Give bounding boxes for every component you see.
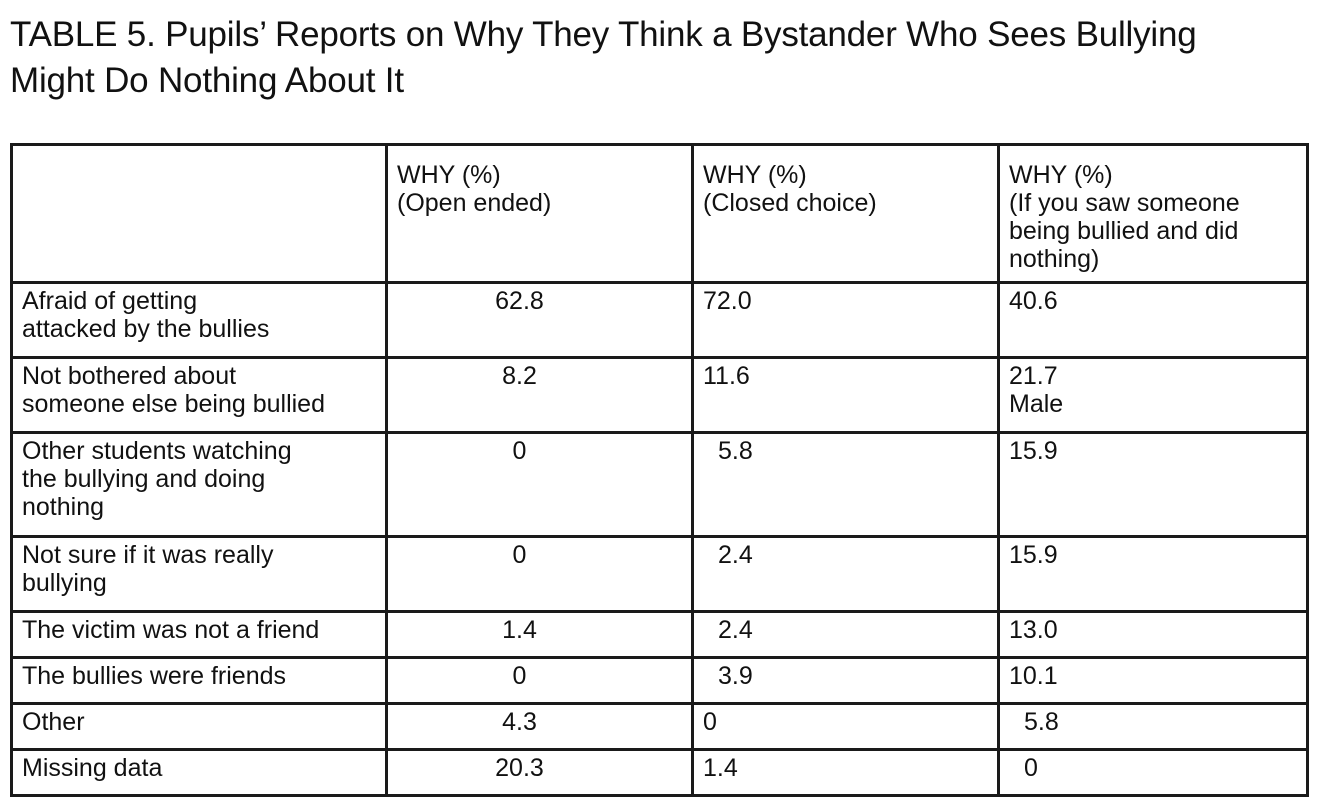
if-saw-cell: 10.1 [997, 656, 1309, 705]
reason-cell: Not bothered about someone else being bu… [10, 356, 388, 434]
if-saw-cell: 21.7 Male [997, 356, 1309, 434]
bystander-reasons-table: WHY (%) (Open ended) WHY (%) (Closed cho… [10, 143, 1309, 797]
reason-line: Other students watching [22, 437, 292, 465]
reason-cell: The bullies were friends [10, 656, 388, 705]
open-ended-cell: 62.8 [385, 281, 694, 359]
reason-line: Not bothered about [22, 362, 237, 390]
if-saw-cell: 5.8 [997, 702, 1309, 751]
closed-choice-cell: 0 [691, 702, 1000, 751]
open-ended-cell: 0 [385, 431, 694, 538]
reason-line: The victim was not a friend [22, 616, 320, 644]
reason-cell: Afraid of getting attacked by the bullie… [10, 281, 388, 359]
header-ifsaw-line-3: being bullied and did [1009, 217, 1239, 245]
reason-line: Afraid of getting [22, 287, 198, 315]
if-saw-cell: 15.9 [997, 535, 1309, 613]
closed-choice-cell: 5.8 [691, 431, 1000, 538]
closed-choice-cell: 1.4 [691, 748, 1000, 797]
header-cell-open-ended: WHY (%) (Open ended) [385, 143, 694, 284]
table-row: Not sure if it was really bullying 0 2.4… [10, 535, 1309, 613]
header-cell-closed-choice: WHY (%) (Closed choice) [691, 143, 1000, 284]
reason-line: nothing [22, 493, 105, 521]
header-closed-line-1: WHY (%) [703, 161, 807, 189]
if-saw-cell: 0 [997, 748, 1309, 797]
table-title: TABLE 5. Pupils’ Reports on Why They Thi… [10, 12, 1316, 104]
reason-line: attacked by the bullies [22, 315, 270, 343]
if-saw-note: Male [1009, 390, 1064, 418]
open-ended-cell: 0 [385, 535, 694, 613]
header-ifsaw-line-2: (If you saw someone [1009, 189, 1240, 217]
header-open-line-2: (Open ended) [397, 189, 552, 217]
open-ended-cell: 1.4 [385, 610, 694, 659]
closed-choice-cell: 3.9 [691, 656, 1000, 705]
table-row: The bullies were friends 0 3.9 10.1 [10, 656, 1309, 705]
closed-choice-cell: 11.6 [691, 356, 1000, 434]
title-line-2: Might Do Nothing About It [10, 61, 404, 100]
header-row: WHY (%) (Open ended) WHY (%) (Closed cho… [10, 143, 1309, 284]
reason-line: Other [22, 708, 85, 736]
reason-line: someone else being bullied [22, 390, 325, 418]
if-saw-value: 15.9 [1009, 437, 1058, 465]
if-saw-value: 0 [1024, 754, 1038, 782]
header-cell-reason [10, 143, 388, 284]
closed-choice-cell: 2.4 [691, 610, 1000, 659]
reason-cell: Missing data [10, 748, 388, 797]
if-saw-value: 40.6 [1009, 287, 1058, 315]
reason-cell: Not sure if it was really bullying [10, 535, 388, 613]
header-open-line-1: WHY (%) [397, 161, 501, 189]
header-cell-if-saw: WHY (%) (If you saw someone being bullie… [997, 143, 1309, 284]
open-ended-cell: 0 [385, 656, 694, 705]
header-ifsaw-line-4: nothing) [1009, 245, 1100, 273]
reason-line: the bullying and doing [22, 465, 266, 493]
header-closed-line-2: (Closed choice) [703, 189, 877, 217]
closed-choice-cell: 72.0 [691, 281, 1000, 359]
open-ended-cell: 20.3 [385, 748, 694, 797]
reason-line: Missing data [22, 754, 163, 782]
if-saw-value: 21.7 [1009, 362, 1058, 390]
closed-choice-cell: 2.4 [691, 535, 1000, 613]
reason-line: bullying [22, 569, 107, 597]
if-saw-cell: 15.9 [997, 431, 1309, 538]
if-saw-value: 15.9 [1009, 541, 1058, 569]
table-row: Not bothered about someone else being bu… [10, 356, 1309, 434]
open-ended-cell: 8.2 [385, 356, 694, 434]
if-saw-value: 5.8 [1024, 708, 1059, 736]
open-ended-cell: 4.3 [385, 702, 694, 751]
reason-cell: Other students watching the bullying and… [10, 431, 388, 538]
table-row: Afraid of getting attacked by the bullie… [10, 281, 1309, 359]
reason-line: The bullies were friends [22, 662, 287, 690]
if-saw-cell: 40.6 [997, 281, 1309, 359]
table-row: Missing data 20.3 1.4 0 [10, 748, 1309, 797]
title-line-1: TABLE 5. Pupils’ Reports on Why They Thi… [10, 15, 1197, 54]
table-row: The victim was not a friend 1.4 2.4 13.0 [10, 610, 1309, 659]
if-saw-value: 10.1 [1009, 662, 1058, 690]
table-row: Other students watching the bullying and… [10, 431, 1309, 538]
table-row: Other 4.3 0 5.8 [10, 702, 1309, 751]
if-saw-cell: 13.0 [997, 610, 1309, 659]
header-ifsaw-line-1: WHY (%) [1009, 161, 1113, 189]
if-saw-value: 13.0 [1009, 616, 1058, 644]
reason-cell: The victim was not a friend [10, 610, 388, 659]
reason-cell: Other [10, 702, 388, 751]
reason-line: Not sure if it was really [22, 541, 274, 569]
